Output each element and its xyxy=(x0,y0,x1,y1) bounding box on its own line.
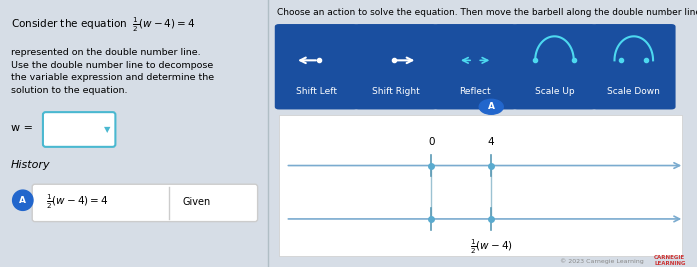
Text: Scale Up: Scale Up xyxy=(535,87,574,96)
FancyBboxPatch shape xyxy=(275,24,358,109)
Text: $\frac{1}{2}(w-4)=4$: $\frac{1}{2}(w-4)=4$ xyxy=(45,192,108,211)
Text: History: History xyxy=(10,160,50,170)
FancyBboxPatch shape xyxy=(32,184,258,222)
FancyBboxPatch shape xyxy=(279,115,682,256)
Text: ▼: ▼ xyxy=(104,125,111,134)
FancyBboxPatch shape xyxy=(592,24,675,109)
Text: © 2023 Carnegie Learning: © 2023 Carnegie Learning xyxy=(560,259,643,264)
FancyBboxPatch shape xyxy=(354,24,438,109)
Text: $\frac{1}{2}(w-4)$: $\frac{1}{2}(w-4)$ xyxy=(470,238,513,256)
Circle shape xyxy=(13,190,33,210)
Text: Scale Down: Scale Down xyxy=(607,87,660,96)
Text: Choose an action to solve the equation. Then move the barbell along the double n: Choose an action to solve the equation. … xyxy=(277,8,697,17)
Text: 4: 4 xyxy=(488,137,495,147)
FancyBboxPatch shape xyxy=(434,24,517,109)
Text: A: A xyxy=(488,102,495,111)
Text: Consider the equation  $\frac{1}{2}(w-4)=4$: Consider the equation $\frac{1}{2}(w-4)=… xyxy=(10,16,195,34)
Text: 0: 0 xyxy=(428,137,434,147)
Text: w =: w = xyxy=(10,123,33,133)
Text: CARNEGIE
LEARNING: CARNEGIE LEARNING xyxy=(654,255,686,266)
FancyBboxPatch shape xyxy=(513,24,596,109)
Circle shape xyxy=(480,99,503,114)
FancyBboxPatch shape xyxy=(43,112,116,147)
Text: A: A xyxy=(20,196,26,205)
Text: Shift Right: Shift Right xyxy=(372,87,420,96)
Text: Shift Left: Shift Left xyxy=(296,87,337,96)
Text: represented on the double number line.
Use the double number line to decompose
t: represented on the double number line. U… xyxy=(10,48,214,95)
Text: Reflect: Reflect xyxy=(459,87,491,96)
Text: Given: Given xyxy=(183,197,210,207)
